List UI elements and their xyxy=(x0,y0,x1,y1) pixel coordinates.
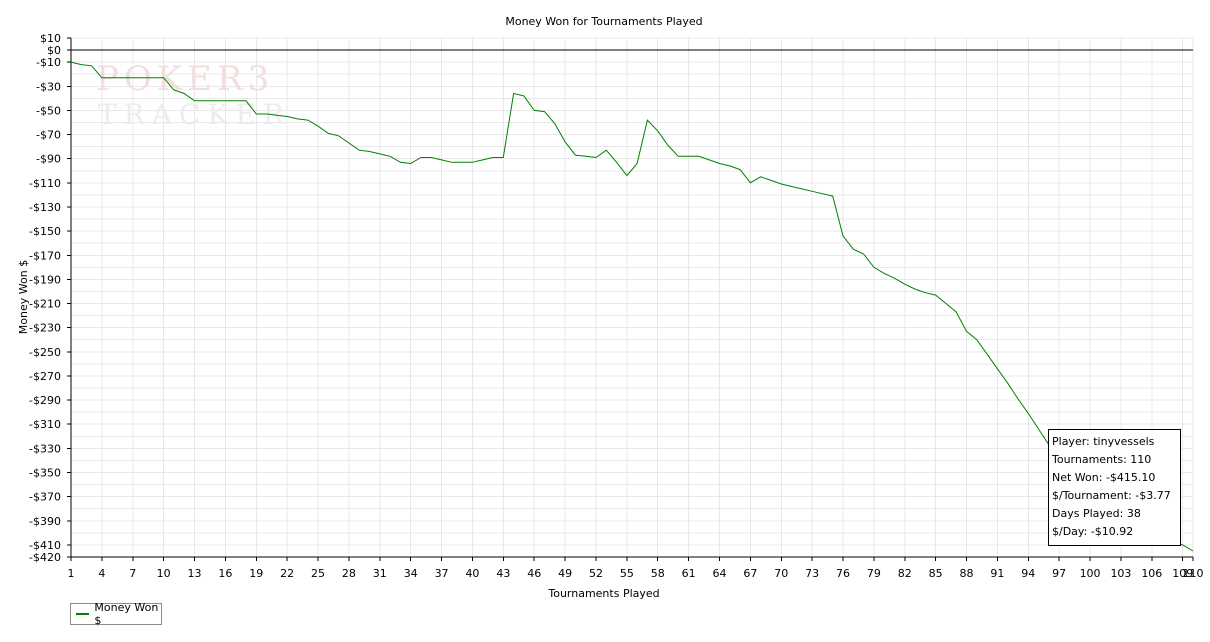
y-tick-label: -$230 xyxy=(29,322,61,335)
legend-swatch xyxy=(76,613,90,615)
chart-legend: Money Won $ xyxy=(70,601,162,627)
x-tick-label: 40 xyxy=(465,567,479,580)
x-tick-label: 94 xyxy=(1021,567,1035,580)
y-tick-label: -$30 xyxy=(36,80,61,93)
x-tick-label: 82 xyxy=(898,567,912,580)
x-tick-label: 4 xyxy=(98,567,105,580)
x-tick-label: 88 xyxy=(960,567,974,580)
chart-axes xyxy=(70,38,1193,558)
x-tick-label: 109 xyxy=(1172,567,1193,580)
y-tick-label: -$10 xyxy=(36,56,61,69)
chart-series xyxy=(70,61,1194,552)
y-tick-label: -$110 xyxy=(29,177,61,190)
x-tick-label: 100 xyxy=(1080,567,1101,580)
x-tick-label: 58 xyxy=(651,567,665,580)
net-won: Net Won: -$415.10 xyxy=(1052,471,1156,484)
watermark-line2: TRACKER xyxy=(98,98,291,131)
x-tick-label: 79 xyxy=(867,567,881,580)
y-tick-label: $10 xyxy=(40,32,61,45)
x-tick-label: 19 xyxy=(249,567,263,580)
y-tick-label: -$190 xyxy=(29,273,61,286)
x-tick-label: 43 xyxy=(496,567,510,580)
x-axis-label: Tournaments Played xyxy=(547,587,659,600)
y-tick-label: -$270 xyxy=(29,370,61,383)
tournaments-count: Tournaments: 110 xyxy=(1052,453,1152,466)
x-tick-label: 34 xyxy=(404,567,418,580)
chart-grid xyxy=(70,37,1194,558)
x-tick-label: 28 xyxy=(342,567,356,580)
x-tick-label: 76 xyxy=(836,567,850,580)
y-tick-label: -$420 xyxy=(29,551,61,564)
x-tick-label: 25 xyxy=(311,567,325,580)
y-tick-label: -$390 xyxy=(29,515,61,528)
legend-label: Money Won $ xyxy=(94,601,159,627)
player-name: Player: tinyvessels xyxy=(1052,435,1155,448)
x-tick-label: 1 xyxy=(68,567,75,580)
per-day: $/Day: -$10.92 xyxy=(1052,525,1134,538)
watermark-logo: POKER3 TRACKER xyxy=(96,59,291,131)
y-tick-label: -$310 xyxy=(29,418,61,431)
y-axis-label: Money Won $ xyxy=(17,260,30,334)
x-tick-label: 64 xyxy=(712,567,726,580)
x-tick-label: 22 xyxy=(280,567,294,580)
y-tick-label: -$150 xyxy=(29,225,61,238)
x-tick-label: 55 xyxy=(620,567,634,580)
y-tick-label: -$290 xyxy=(29,394,61,407)
x-tick-label: 110 xyxy=(1183,567,1204,580)
x-tick-label: 31 xyxy=(373,567,387,580)
y-tick-label: -$330 xyxy=(29,442,61,455)
x-tick-label: 37 xyxy=(435,567,449,580)
x-tick-label: 67 xyxy=(743,567,757,580)
y-axis-ticks: $10$0-$10 -$30 -$50 -$70 -$90 -$110 -$130 -$150… xyxy=(29,32,71,564)
y-tick-label: -$50 xyxy=(36,104,61,117)
y-tick-label: -$170 xyxy=(29,249,61,262)
y-tick-label: -$250 xyxy=(29,346,61,359)
chart-title: Money Won for Tournaments Played xyxy=(505,15,702,28)
y-tick-label: -$350 xyxy=(29,467,61,480)
x-tick-label: 97 xyxy=(1052,567,1066,580)
player-stats-box: Player: tinyvessels Tournaments: 110 Net… xyxy=(1048,429,1181,546)
x-tick-label: 52 xyxy=(589,567,603,580)
x-tick-label: 103 xyxy=(1110,567,1131,580)
watermark-line1: POKER3 xyxy=(96,59,274,99)
y-tick-label: -$130 xyxy=(29,201,61,214)
x-tick-label: 61 xyxy=(682,567,696,580)
y-tick-label: $0 xyxy=(47,44,61,57)
x-axis-ticks: 1 4 7 10 13 16 19 22 25 28 31 34 37 40 43 46 49 52 55 58 61 6… xyxy=(68,557,1204,580)
series-line-money-won xyxy=(70,61,1194,552)
y-tick-label: -$370 xyxy=(29,491,61,504)
y-tick-label: -$410 xyxy=(29,539,61,552)
y-tick-label: -$210 xyxy=(29,298,61,311)
y-tick-label: -$90 xyxy=(36,153,61,166)
y-tick-label: -$70 xyxy=(36,129,61,142)
x-tick-label: 49 xyxy=(558,567,572,580)
x-tick-label: 70 xyxy=(774,567,788,580)
x-tick-label: 73 xyxy=(805,567,819,580)
per-tournament: $/Tournament: -$3.77 xyxy=(1052,489,1171,502)
x-tick-label: 7 xyxy=(129,567,136,580)
x-tick-label: 91 xyxy=(990,567,1004,580)
x-tick-label: 10 xyxy=(157,567,171,580)
x-tick-label: 16 xyxy=(218,567,232,580)
days-played: Days Played: 38 xyxy=(1052,507,1141,520)
x-tick-label: 46 xyxy=(527,567,541,580)
x-tick-label: 13 xyxy=(188,567,202,580)
x-tick-label: 85 xyxy=(929,567,943,580)
x-tick-label: 106 xyxy=(1141,567,1162,580)
